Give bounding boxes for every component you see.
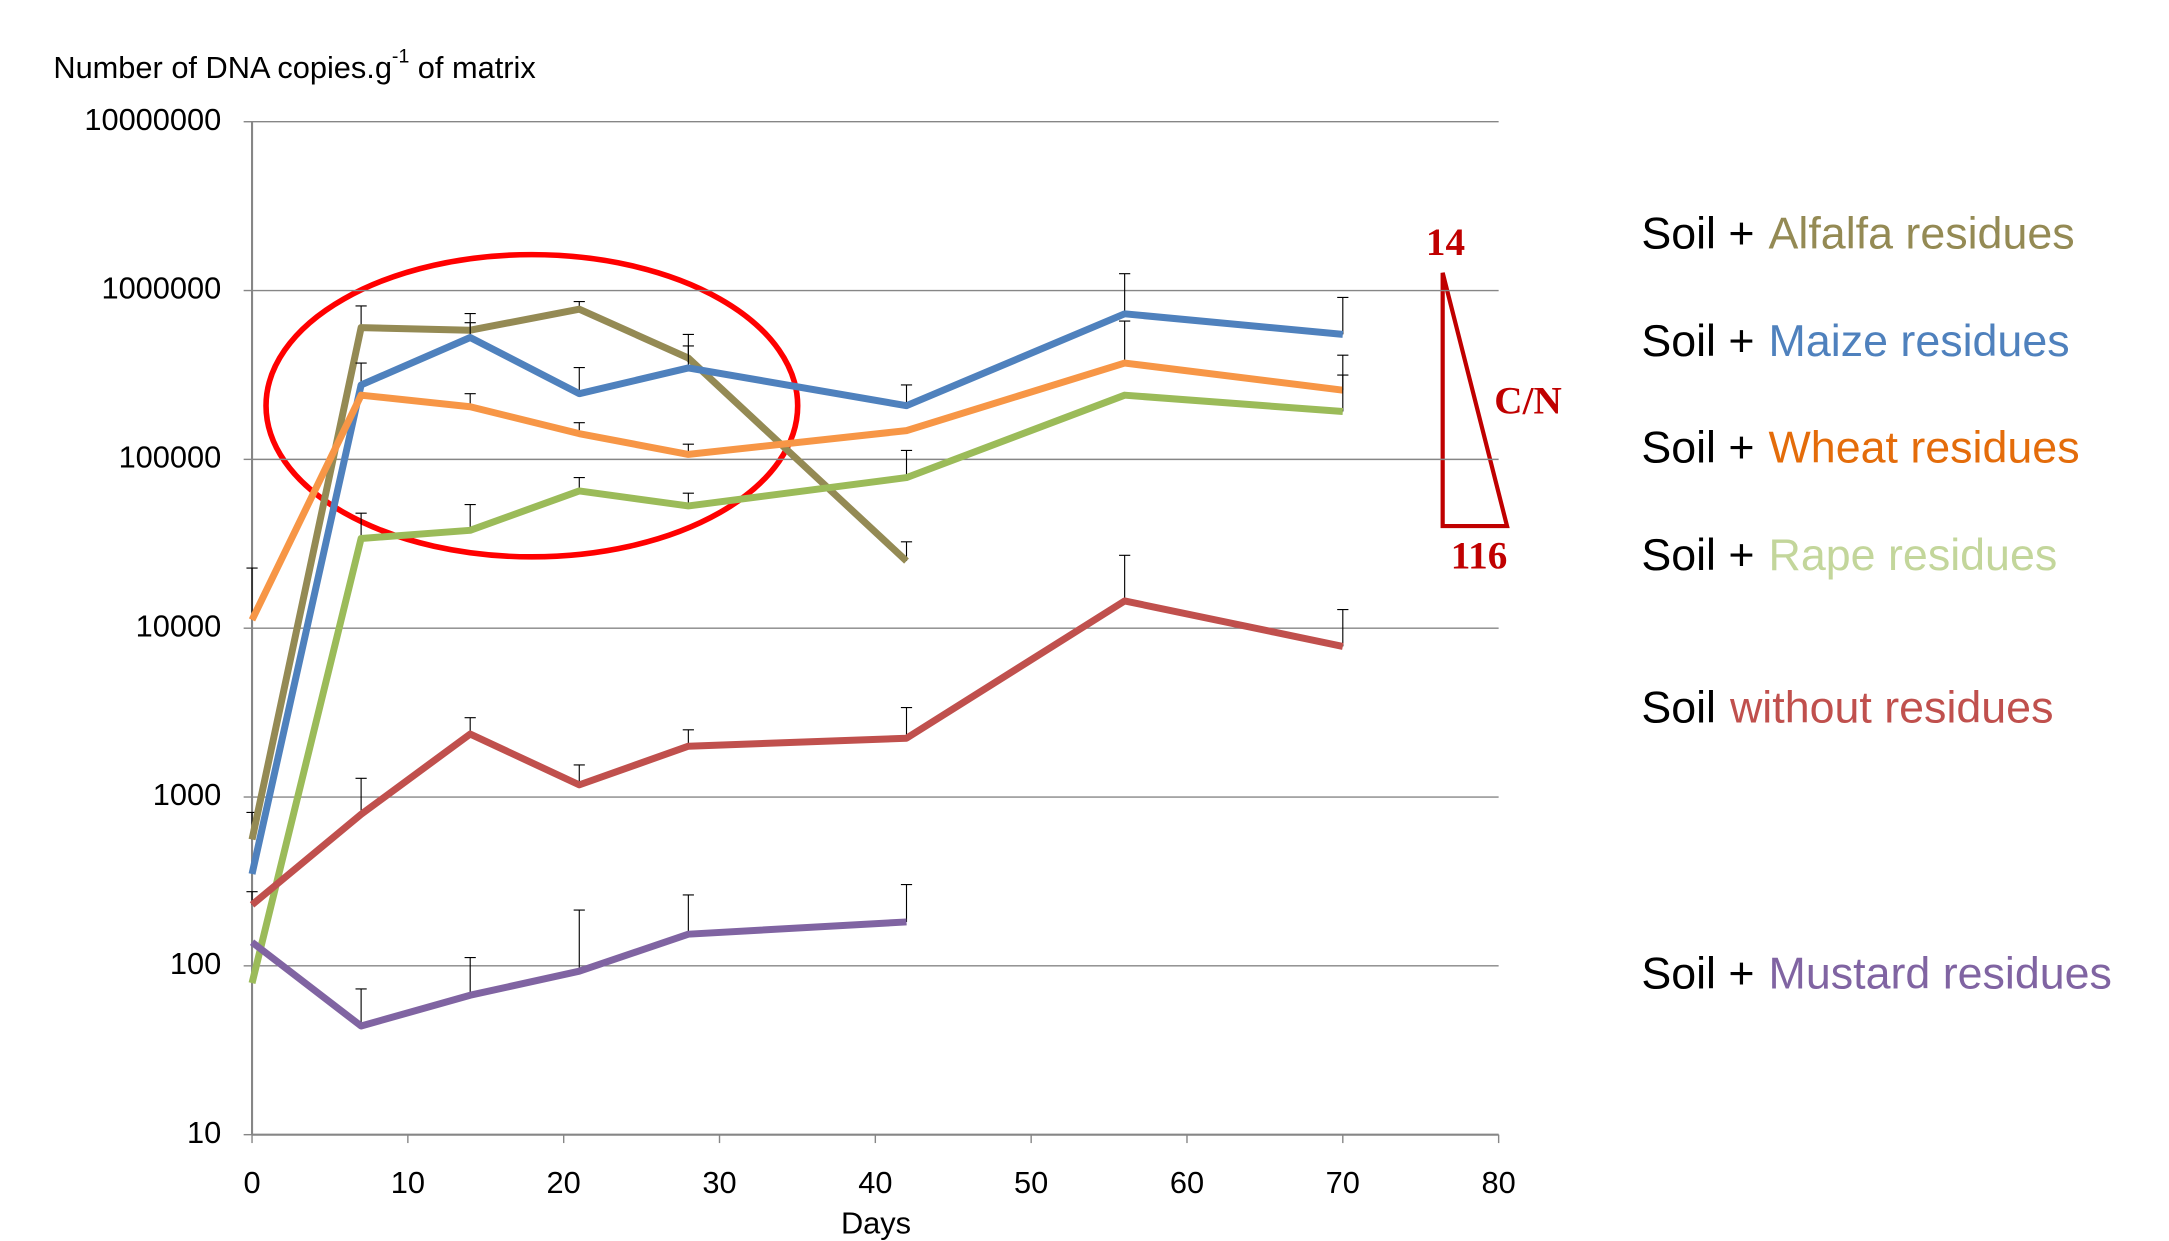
legend-label: Wheat residues (1769, 422, 2080, 472)
series-line (249, 918, 907, 1030)
error-bar (900, 884, 913, 922)
error-bar (1337, 608, 1349, 647)
y-tick-label: 100000 (119, 439, 222, 474)
y-tick-label: 10000000 (84, 102, 221, 137)
series-line (248, 391, 1344, 984)
legend-prefix: Soil + (1641, 208, 1754, 258)
y-tick-label: 1000000 (101, 271, 221, 306)
y-axis-title: Number of DNA copies.g-1 of matrix (53, 46, 536, 86)
y-tick-label: 10 (187, 1115, 221, 1150)
highlight-ellipse (263, 251, 801, 560)
error-bar (900, 706, 913, 739)
annotation: 14 (1426, 221, 1465, 264)
y-axis-title-part: of matrix (418, 50, 537, 85)
error-bar (355, 777, 367, 815)
y-axis-title-part: Number of DNA copies.g (53, 50, 392, 85)
error-bar (355, 512, 367, 539)
error-bar (355, 988, 367, 1027)
error-bar (1119, 320, 1131, 364)
legend-label: Rape residues (1769, 530, 2058, 580)
legend-entry: Soil + Mustard residues (1641, 948, 2112, 998)
x-tick-label: 50 (1014, 1165, 1048, 1200)
error-bar (1337, 374, 1349, 412)
error-bar (1337, 296, 1349, 335)
error-bar (1119, 273, 1131, 314)
series-line (248, 359, 1344, 622)
error-bar (682, 894, 694, 935)
y-tick-label: 100 (170, 946, 221, 981)
error-bar (573, 909, 585, 972)
annotation: C/N (1494, 379, 1561, 422)
legend-prefix: Soil (1641, 683, 1716, 733)
legend-entry: Soil + Maize residues (1641, 316, 2069, 366)
error-bar (246, 567, 258, 620)
x-tick-label: 30 (702, 1165, 736, 1200)
error-bar (464, 956, 476, 996)
y-tick-label: 10000 (136, 608, 222, 643)
legend-prefix: Soil + (1641, 422, 1754, 472)
series-line (248, 310, 1344, 875)
legend-label: Maize residues (1769, 316, 2070, 366)
cn-triangle (1440, 272, 1510, 529)
error-bar (682, 345, 694, 368)
x-tick-label: 60 (1170, 1165, 1204, 1200)
y-tick-label: 1000 (153, 777, 221, 812)
error-bar (355, 305, 367, 328)
legend-label: Alfalfa residues (1769, 208, 2075, 258)
legend-prefix: Soil + (1641, 316, 1754, 366)
error-bar (573, 366, 585, 394)
series-line (248, 305, 909, 841)
legend-prefix: Soil + (1641, 948, 1754, 998)
legend-label: without residues (1729, 683, 2053, 733)
x-tick-label: 40 (858, 1165, 892, 1200)
legend-label: Mustard residues (1769, 948, 2112, 998)
legend-entry: Soil + Alfalfa residues (1641, 208, 2074, 258)
x-tick-label: 10 (391, 1165, 425, 1200)
x-tick-label: 20 (547, 1165, 581, 1200)
error-bar (1119, 554, 1131, 601)
legend-prefix: Soil + (1641, 530, 1754, 580)
y-axis-title-sup: -1 (392, 46, 409, 68)
x-axis-title: Days (841, 1206, 911, 1241)
series-line (249, 597, 1344, 908)
annotation: 116 (1451, 535, 1508, 578)
x-tick-label: 80 (1482, 1165, 1516, 1200)
legend-entry: Soil + Rape residues (1641, 530, 2057, 580)
error-bar (900, 449, 913, 478)
error-bar (464, 503, 476, 531)
legend-entry: Soil without residues (1641, 683, 2053, 733)
x-tick-label: 70 (1326, 1165, 1360, 1200)
legend-entry: Soil + Wheat residues (1641, 422, 2079, 472)
x-tick-label: 0 (243, 1165, 260, 1200)
